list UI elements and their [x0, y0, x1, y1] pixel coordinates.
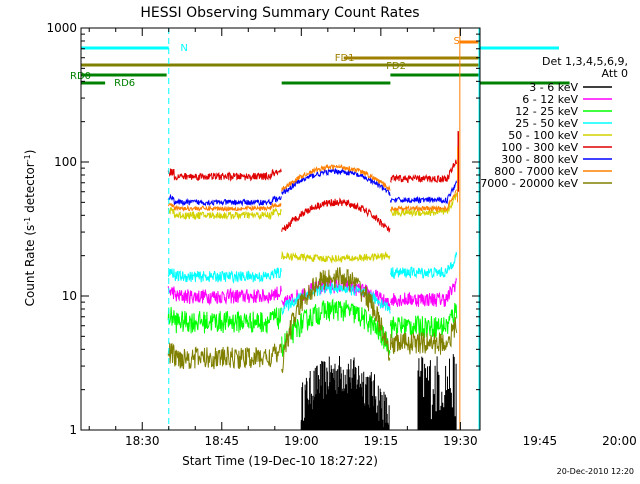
- x-tick-label-1845: 18:45: [204, 434, 239, 448]
- chart-title: HESSI Observing Summary Count Rates: [140, 5, 419, 21]
- x-tick-label-1900: 19:00: [284, 434, 319, 448]
- legend-label-8: 7000 - 20000 keV: [480, 177, 578, 190]
- legend-label-6: 300 - 800 keV: [501, 153, 578, 166]
- series-5: [167, 159, 458, 233]
- legend-label-1: 6 - 12 keV: [522, 93, 578, 106]
- series-3-seg-0: [167, 266, 282, 284]
- legend-header-2: Att 0: [602, 67, 628, 80]
- series-0: [300, 354, 457, 430]
- series-1-seg-0: [167, 285, 282, 306]
- legend-header-1: Det 1,3,4,5,6,9,: [542, 55, 628, 68]
- legend-label-5: 100 - 300 keV: [501, 141, 578, 154]
- series-7-seg-0: [167, 202, 282, 212]
- flag-label-rd6: RD6: [114, 78, 135, 89]
- legend-label-3: 25 - 50 keV: [515, 117, 578, 130]
- plot-frame: [80, 27, 481, 431]
- series-2-seg-0: [167, 306, 282, 334]
- legend-label-2: 12 - 25 keV: [515, 105, 578, 118]
- series-6-seg-1: [281, 167, 391, 197]
- series-7-seg-2: [390, 189, 458, 213]
- series-5-seg-1: [281, 197, 391, 233]
- series-4-seg-2: [389, 192, 458, 218]
- x-tick-label-1930: 19:30: [443, 434, 478, 448]
- series-8-seg-1: [281, 267, 391, 374]
- flag-label-s: S: [453, 36, 459, 47]
- series-2: [167, 298, 458, 357]
- y-tick-label-1: 1: [69, 423, 77, 437]
- series-4: [167, 192, 458, 264]
- series-2-seg-1: [281, 298, 391, 357]
- axes-group: 1 10 100 1000 18:30 18:45 19:00 19:15 19:30 19:45…: [46, 21, 636, 448]
- flag-label-fd2: FD2: [386, 61, 406, 72]
- series-8: [167, 267, 458, 374]
- series-6-seg-0: [167, 193, 282, 207]
- flag-bars: NSFD1FD2RD0RD6: [70, 36, 570, 89]
- series-group: [80, 28, 480, 430]
- series-7-seg-1: [281, 163, 391, 192]
- series-7: [167, 163, 458, 213]
- x-tick-label-1830: 18:30: [125, 434, 160, 448]
- legend-label-4: 50 - 100 keV: [508, 129, 578, 142]
- series-4-seg-0: [167, 207, 282, 221]
- series-1-seg-2: [389, 277, 458, 307]
- x-tick-label-1915: 19:15: [364, 434, 399, 448]
- legend-label-7: 800 - 7000 keV: [494, 165, 578, 178]
- series-5-seg-2: [389, 159, 458, 184]
- series-6-seg-2: [389, 179, 458, 205]
- series-8-seg-0: [167, 342, 282, 370]
- x-axis-label: Start Time (19-Dec-10 18:27:22): [182, 454, 378, 468]
- flag-label-n: N: [180, 43, 187, 54]
- legend-label-0: 3 - 6 keV: [529, 81, 578, 94]
- y-tick-label-100: 100: [54, 155, 77, 169]
- y-tick-label-10: 10: [62, 289, 77, 303]
- y-tick-label-1000: 1000: [46, 21, 77, 35]
- series-0-line: [300, 354, 457, 430]
- y-axis-label: Count Rate (s-1 detector-1): [23, 150, 38, 307]
- series-2-seg-2: [389, 302, 458, 339]
- series-8-seg-2: [389, 316, 458, 355]
- series-5-seg-0: [167, 168, 282, 182]
- flag-label-fd1: FD1: [335, 53, 355, 64]
- timestamp-label: 20-Dec-2010 12:20: [557, 467, 634, 476]
- series-4-seg-1: [281, 250, 391, 264]
- x-tick-label-2000: 20:00: [602, 434, 637, 448]
- series-3-seg-2: [389, 251, 458, 280]
- x-tick-label-1945: 19:45: [523, 434, 558, 448]
